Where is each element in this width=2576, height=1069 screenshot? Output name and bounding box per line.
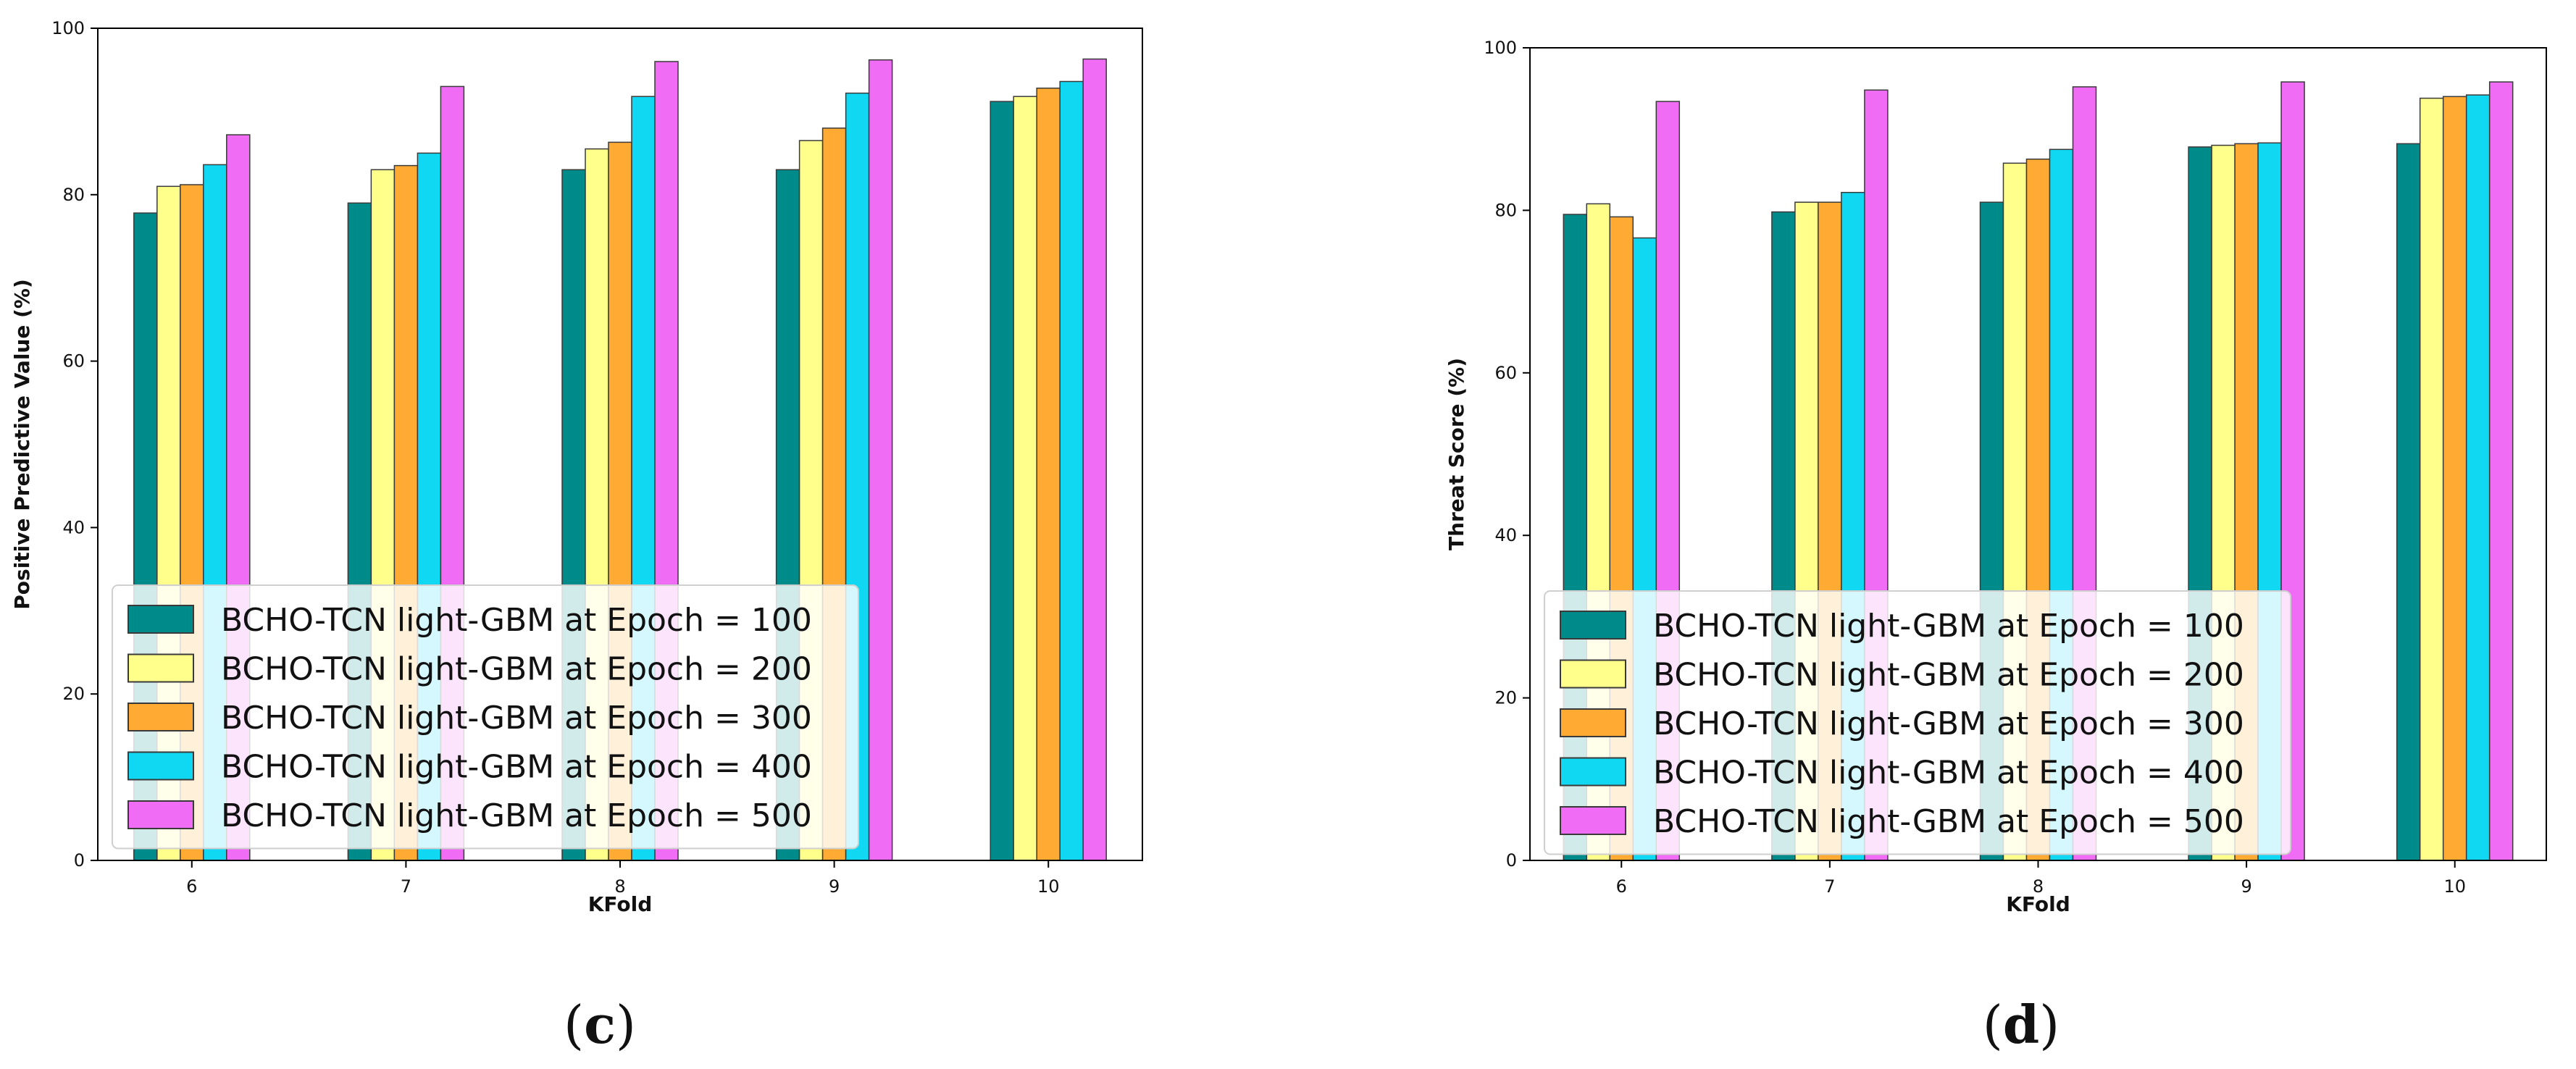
y-tick-label: 100 bbox=[51, 18, 85, 38]
panel-d-chart: 0 20 40 60 80 100 6 7 8 9 10 KFold Threat Score (%) B… bbox=[1444, 38, 2547, 1055]
legend-label-3: BCHO-TCN light-GBM at Epoch = 300 bbox=[1653, 705, 2244, 742]
bar-10-series-5 bbox=[2488, 81, 2514, 861]
legend-label-1: BCHO-TCN light-GBM at Epoch = 100 bbox=[1653, 608, 2244, 645]
legend-label-3: BCHO-TCN light-GBM at Epoch = 300 bbox=[221, 700, 812, 737]
legend-label-5: BCHO-TCN light-GBM at Epoch = 500 bbox=[1653, 803, 2244, 840]
legend-swatch-4 bbox=[1560, 757, 1626, 787]
y-axis-title: Threat Score (%) bbox=[1444, 358, 1468, 550]
legend-swatch-4 bbox=[127, 751, 194, 781]
bar-10-series-2 bbox=[2419, 97, 2444, 861]
legend-swatch-3 bbox=[1560, 708, 1626, 737]
y-tick-label: 60 bbox=[62, 351, 85, 372]
x-tick-label: 9 bbox=[829, 876, 840, 897]
y-tick-label: 0 bbox=[74, 850, 85, 871]
y-tick-label: 100 bbox=[1484, 38, 1517, 58]
y-tick-label: 20 bbox=[1494, 688, 1517, 708]
bar-10-series-1 bbox=[990, 101, 1014, 861]
bar-9-series-5 bbox=[868, 59, 893, 861]
y-tick-label: 80 bbox=[1494, 200, 1517, 220]
x-tick-label: 9 bbox=[2241, 876, 2251, 897]
bar-10-series-4 bbox=[1059, 80, 1084, 861]
bar-10-series-2 bbox=[1013, 96, 1037, 861]
legend-box bbox=[112, 584, 859, 850]
legend-swatch-1 bbox=[127, 605, 194, 634]
y-tick-label: 80 bbox=[62, 185, 85, 205]
y-axis-title: Positive Predictive Value (%) bbox=[10, 279, 34, 609]
legend-label-4: BCHO-TCN light-GBM at Epoch = 400 bbox=[221, 749, 812, 786]
legend-label-4: BCHO-TCN light-GBM at Epoch = 400 bbox=[1653, 755, 2244, 792]
x-tick-label: 10 bbox=[2443, 876, 2466, 897]
legend-label-1: BCHO-TCN light-GBM at Epoch = 100 bbox=[221, 602, 812, 639]
x-tick-label: 7 bbox=[1824, 876, 1835, 897]
legend: BCHO-TCN light-GBM at Epoch = 100 BCHO-TC… bbox=[1544, 590, 2291, 855]
x-tick-label: 6 bbox=[186, 876, 197, 897]
legend-label-2: BCHO-TCN light-GBM at Epoch = 200 bbox=[1653, 657, 2244, 694]
x-tick-label: 6 bbox=[1616, 876, 1627, 897]
x-tick-label: 8 bbox=[2033, 876, 2044, 897]
y-tick-label: 0 bbox=[1506, 850, 1517, 871]
legend: BCHO-TCN light-GBM at Epoch = 100 BCHO-TC… bbox=[112, 584, 859, 850]
bar-10-series-1 bbox=[2396, 143, 2421, 861]
x-tick-label: 10 bbox=[1037, 876, 1060, 897]
x-axis-title: KFold bbox=[588, 892, 653, 916]
legend-label-5: BCHO-TCN light-GBM at Epoch = 500 bbox=[221, 797, 812, 834]
x-tick-label: 7 bbox=[401, 876, 411, 897]
legend-swatch-5 bbox=[1560, 806, 1626, 835]
panel-c-chart: 0 20 40 60 80 100 6 7 8 9 10 KFold Positive Predicti… bbox=[10, 18, 1143, 1055]
x-tick-label: 8 bbox=[614, 876, 625, 897]
panel-caption: (c) bbox=[564, 994, 636, 1055]
legend-swatch-1 bbox=[1560, 611, 1626, 640]
bar-10-series-4 bbox=[2465, 94, 2491, 861]
legend-box bbox=[1544, 590, 2291, 855]
panel-caption: (d) bbox=[1983, 994, 2060, 1055]
legend-label-2: BCHO-TCN light-GBM at Epoch = 200 bbox=[221, 651, 812, 688]
x-axis-title: KFold bbox=[2006, 892, 2070, 916]
legend-swatch-5 bbox=[127, 800, 194, 829]
legend-swatch-2 bbox=[127, 653, 194, 683]
bar-10-series-3 bbox=[2442, 96, 2467, 861]
bar-10-series-3 bbox=[1036, 87, 1061, 861]
y-tick-label: 20 bbox=[62, 684, 85, 704]
legend-swatch-2 bbox=[1560, 659, 1626, 689]
y-tick-label: 60 bbox=[1494, 363, 1517, 383]
y-tick-label: 40 bbox=[1494, 525, 1517, 545]
bar-10-series-5 bbox=[1082, 58, 1107, 861]
y-tick-label: 40 bbox=[62, 517, 85, 537]
legend-swatch-3 bbox=[127, 703, 194, 731]
